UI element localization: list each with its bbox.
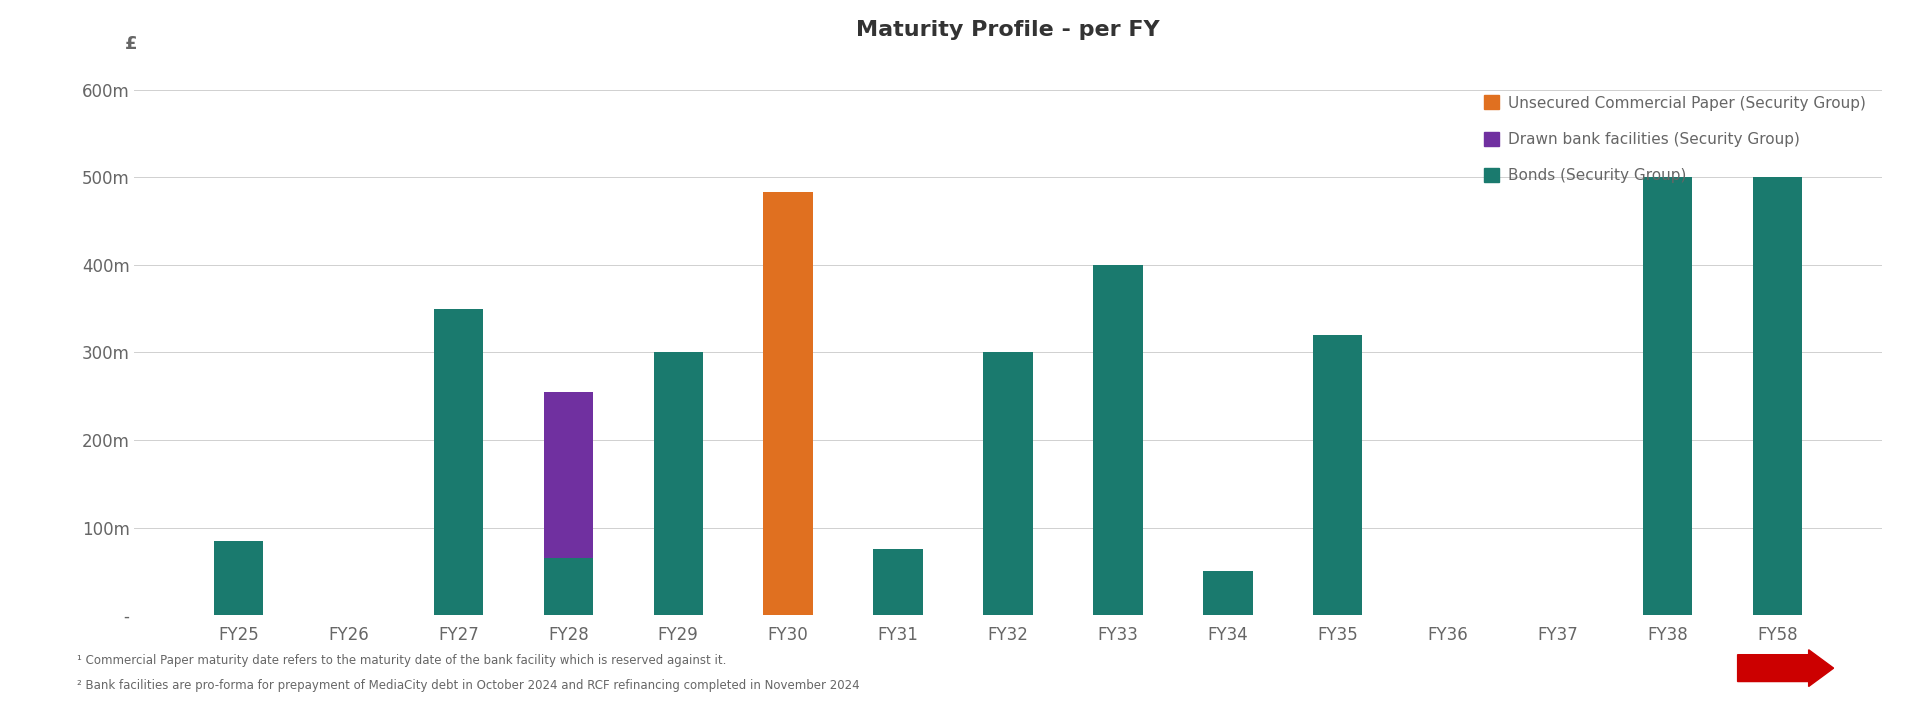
Bar xyxy=(1644,177,1692,615)
Bar xyxy=(1092,265,1142,615)
Bar xyxy=(213,541,263,615)
Bar xyxy=(543,559,593,615)
Text: £: £ xyxy=(125,35,138,53)
Bar xyxy=(1204,571,1252,615)
Bar xyxy=(653,353,703,615)
Bar xyxy=(983,353,1033,615)
Bar xyxy=(1753,177,1803,615)
Text: ² Bank facilities are pro-forma for prepayment of MediaCity debt in October 2024: ² Bank facilities are pro-forma for prep… xyxy=(77,679,860,691)
Bar xyxy=(764,192,812,615)
Title: Maturity Profile - per FY: Maturity Profile - per FY xyxy=(856,20,1160,40)
Bar xyxy=(1313,335,1363,615)
Bar xyxy=(874,549,924,615)
Text: ¹ Commercial Paper maturity date refers to the maturity date of the bank facilit: ¹ Commercial Paper maturity date refers … xyxy=(77,654,726,667)
Bar xyxy=(434,309,484,615)
Legend: Unsecured Commercial Paper (Security Group), Drawn bank facilities (Security Gro: Unsecured Commercial Paper (Security Gro… xyxy=(1476,88,1874,191)
Bar xyxy=(543,392,593,559)
